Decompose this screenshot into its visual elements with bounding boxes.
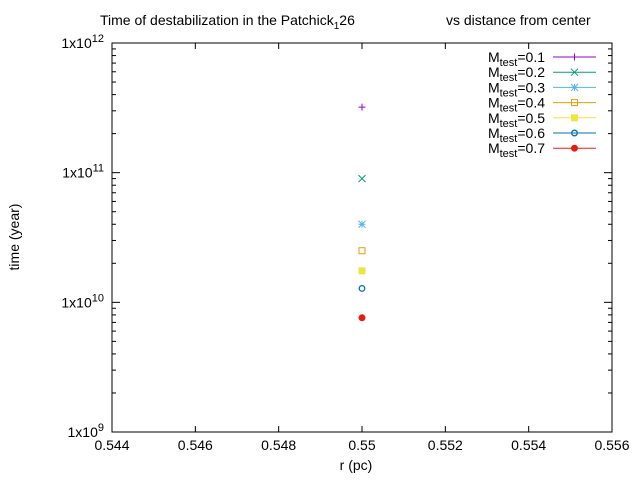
x-tick-label: 0.546	[178, 437, 213, 453]
x-tick-label: 0.55	[348, 437, 375, 453]
legend-marker	[571, 99, 578, 107]
legend-marker	[570, 83, 579, 92]
legend-label: Mtest=0.1	[488, 49, 545, 69]
data-point	[358, 267, 366, 275]
data-points	[358, 103, 366, 322]
legend-label: Mtest=0.6	[488, 125, 545, 145]
legend-label: Mtest=0.3	[488, 79, 545, 99]
x-axis-label: r (pc)	[340, 457, 373, 473]
legend-marker	[570, 68, 579, 77]
chart-title-after: 26	[339, 12, 355, 28]
chart-title: Time of destabilization in the Patchick1…	[100, 12, 355, 32]
legend-label: Mtest=0.7	[488, 140, 545, 160]
y-tick-label: 1x1012	[61, 33, 104, 51]
legend-marker	[571, 144, 578, 152]
data-point	[358, 174, 366, 183]
data-point	[358, 314, 366, 322]
data-point	[358, 220, 366, 229]
legend-marker	[571, 53, 578, 61]
x-tick-label: 0.554	[511, 437, 546, 453]
legend-marker	[571, 114, 578, 122]
x-tick-label: 0.544	[94, 437, 129, 453]
legend: Mtest=0.1Mtest=0.2Mtest=0.3Mtest=0.4Mtes…	[488, 49, 596, 160]
y-axis: 1x109 1x1010 1x1011 1x1012	[61, 33, 612, 440]
data-point	[358, 247, 366, 255]
chart-title-subscript: 1	[334, 21, 340, 32]
data-point	[358, 103, 366, 111]
legend-label: Mtest=0.5	[488, 110, 545, 130]
y-tick-label: 1x1010	[61, 292, 104, 310]
x-tick-label: 0.552	[428, 437, 463, 453]
x-tick-label: 0.548	[261, 437, 296, 453]
data-point	[358, 284, 366, 292]
y-tick-label: 1x1011	[62, 163, 104, 181]
legend-label: Mtest=0.4	[488, 95, 545, 115]
chart-title-right: vs distance from center	[446, 12, 591, 28]
legend-label: Mtest=0.2	[488, 64, 545, 84]
x-tick-label: 0.556	[594, 437, 629, 453]
chart-title-main: Time of destabilization in the Patchick	[100, 12, 335, 28]
y-tick-label: 1x109	[68, 422, 104, 440]
x-axis: 0.544 0.546 0.548 0.55 0.552 0.554 0.556	[94, 43, 630, 453]
y-axis-label: time (year)	[6, 204, 22, 271]
legend-marker	[571, 129, 578, 137]
